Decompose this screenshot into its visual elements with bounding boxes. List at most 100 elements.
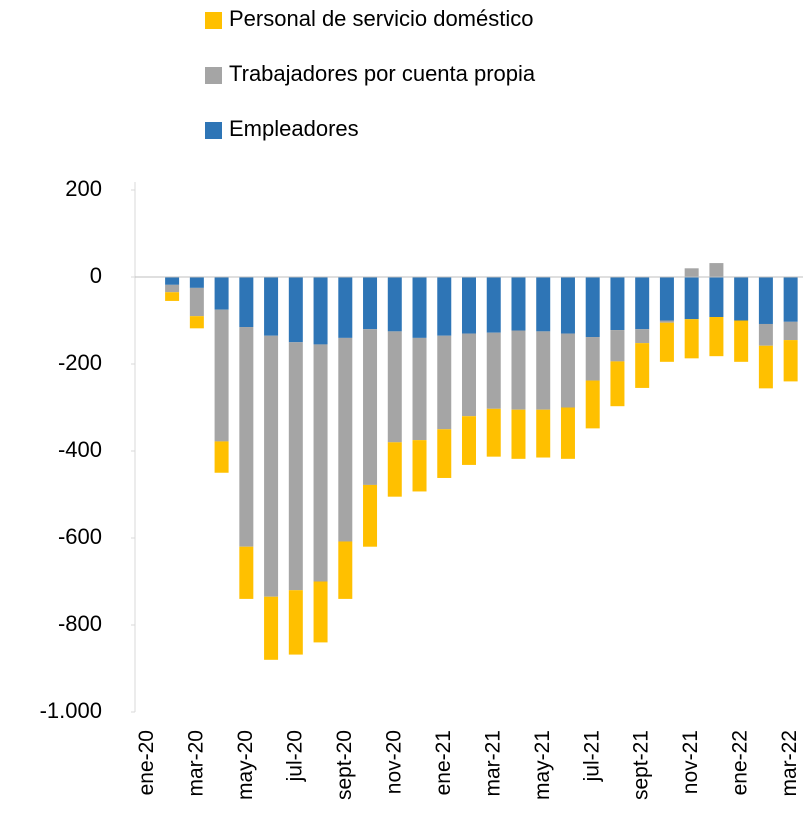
bar (338, 541, 353, 599)
x-tick-label: sept-20 (333, 730, 356, 800)
bar (783, 321, 798, 341)
y-tick-label: 200 (65, 176, 102, 201)
bar (437, 429, 452, 478)
x-tick-label: jul-20 (283, 730, 306, 782)
y-tick-label: -600 (58, 524, 102, 549)
bar (709, 277, 724, 318)
legend-label: Personal de servicio doméstico (229, 6, 533, 31)
bar (462, 416, 476, 465)
bar (437, 277, 452, 336)
y-tick-label: -800 (58, 611, 102, 636)
bar (165, 277, 180, 285)
bar (288, 342, 303, 591)
bar (239, 327, 254, 547)
legend-swatch (205, 12, 222, 29)
x-tick-label: nov-20 (382, 730, 405, 794)
bar (363, 329, 378, 485)
x-tick-label: ene-20 (135, 730, 158, 795)
bar (486, 277, 501, 333)
bar (239, 277, 254, 328)
bar (684, 319, 699, 359)
bar (462, 277, 476, 334)
bar (511, 277, 526, 331)
bar (214, 277, 229, 310)
bar (387, 277, 402, 332)
bar (758, 345, 773, 389)
bar (585, 337, 600, 381)
bar (734, 277, 749, 321)
bar (313, 277, 328, 345)
legend-label: Trabajadores por cuenta propia (229, 61, 536, 86)
x-tick-label: ene-21 (432, 730, 455, 795)
bar (783, 277, 798, 322)
x-tick-label: may-20 (234, 730, 257, 800)
bar (536, 409, 551, 458)
bar (610, 330, 625, 362)
bar (560, 407, 575, 459)
bar (412, 277, 427, 338)
bar (288, 277, 303, 343)
bar (313, 344, 328, 582)
bar (165, 292, 180, 301)
bar (734, 320, 749, 362)
bar (659, 322, 674, 362)
x-tick-label: jul-21 (580, 730, 603, 782)
bar (214, 309, 229, 442)
bar (189, 287, 204, 317)
bar (709, 263, 724, 277)
bar (486, 332, 501, 409)
bar (635, 343, 650, 388)
y-tick-label: -1.000 (40, 698, 102, 723)
bar (783, 340, 798, 382)
bar (288, 590, 303, 655)
bar (363, 484, 378, 547)
bar (239, 546, 254, 599)
bar (313, 581, 328, 643)
bar (635, 329, 650, 344)
y-tick-label: 0 (90, 263, 102, 288)
x-tick-label: mar-20 (184, 730, 207, 797)
bar (560, 277, 575, 334)
bar (511, 409, 526, 459)
bar (536, 331, 551, 410)
bar (363, 277, 378, 330)
bar (189, 277, 204, 288)
bar (387, 442, 402, 497)
bar (214, 441, 229, 473)
bar (412, 337, 427, 441)
x-tick-label: mar-21 (481, 730, 504, 797)
bar (338, 337, 353, 542)
bar (610, 361, 625, 407)
bar (338, 277, 353, 338)
legend-label: Empleadores (229, 116, 359, 141)
bar (486, 408, 501, 457)
x-tick-label: ene-22 (729, 730, 752, 795)
bar (758, 277, 773, 324)
bar (758, 323, 773, 346)
bar (387, 331, 402, 443)
y-tick-label: -400 (58, 437, 102, 462)
x-tick-label: may-21 (531, 730, 554, 800)
x-tick-label: mar-22 (778, 730, 801, 797)
bar (264, 596, 279, 660)
bar (709, 317, 724, 357)
bar (684, 268, 699, 277)
x-tick-label: nov-21 (679, 730, 702, 794)
bar (189, 316, 204, 329)
bar (659, 320, 674, 323)
bar (511, 330, 526, 410)
bar (536, 277, 551, 332)
y-tick-label: -200 (58, 350, 102, 375)
bar (264, 335, 279, 597)
bar (585, 277, 600, 338)
bar (684, 277, 699, 320)
bar (659, 277, 674, 321)
bar (264, 277, 279, 336)
bar (635, 277, 650, 330)
bar (610, 277, 625, 331)
legend-swatch (205, 67, 222, 84)
bar (585, 380, 600, 429)
bar (165, 284, 180, 293)
bar (560, 333, 575, 408)
